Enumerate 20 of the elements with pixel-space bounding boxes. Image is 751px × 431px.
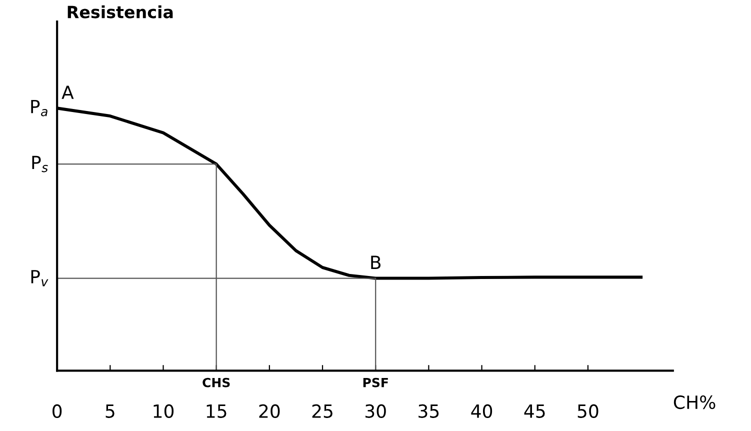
x-tick-label: 15	[206, 404, 226, 418]
x-tick-label: 10	[154, 404, 174, 418]
x-tick-label: 5	[106, 404, 114, 418]
annotation: P$_{s}$	[32, 156, 48, 172]
x-tick-label: 35	[418, 404, 439, 418]
x-tick-label: 25	[312, 404, 332, 418]
annotation: PSF	[363, 378, 388, 388]
x-tick-label: 30	[365, 404, 386, 418]
annotation: P$_{a}$	[31, 100, 48, 116]
x-tick-label: 50	[578, 404, 598, 418]
x-tick-label: 0	[52, 404, 62, 418]
annotation: B	[371, 256, 381, 269]
annotation: A	[62, 86, 74, 99]
x-tick-label: 45	[524, 404, 545, 418]
annotation: CHS	[202, 378, 230, 388]
x-tick-label: 20	[259, 404, 280, 418]
text: Resistencia	[68, 5, 173, 18]
annotation: P$_{v}$	[31, 270, 48, 286]
x-tick-label: 40	[471, 404, 492, 418]
x-axis-title: CH%	[674, 395, 716, 410]
